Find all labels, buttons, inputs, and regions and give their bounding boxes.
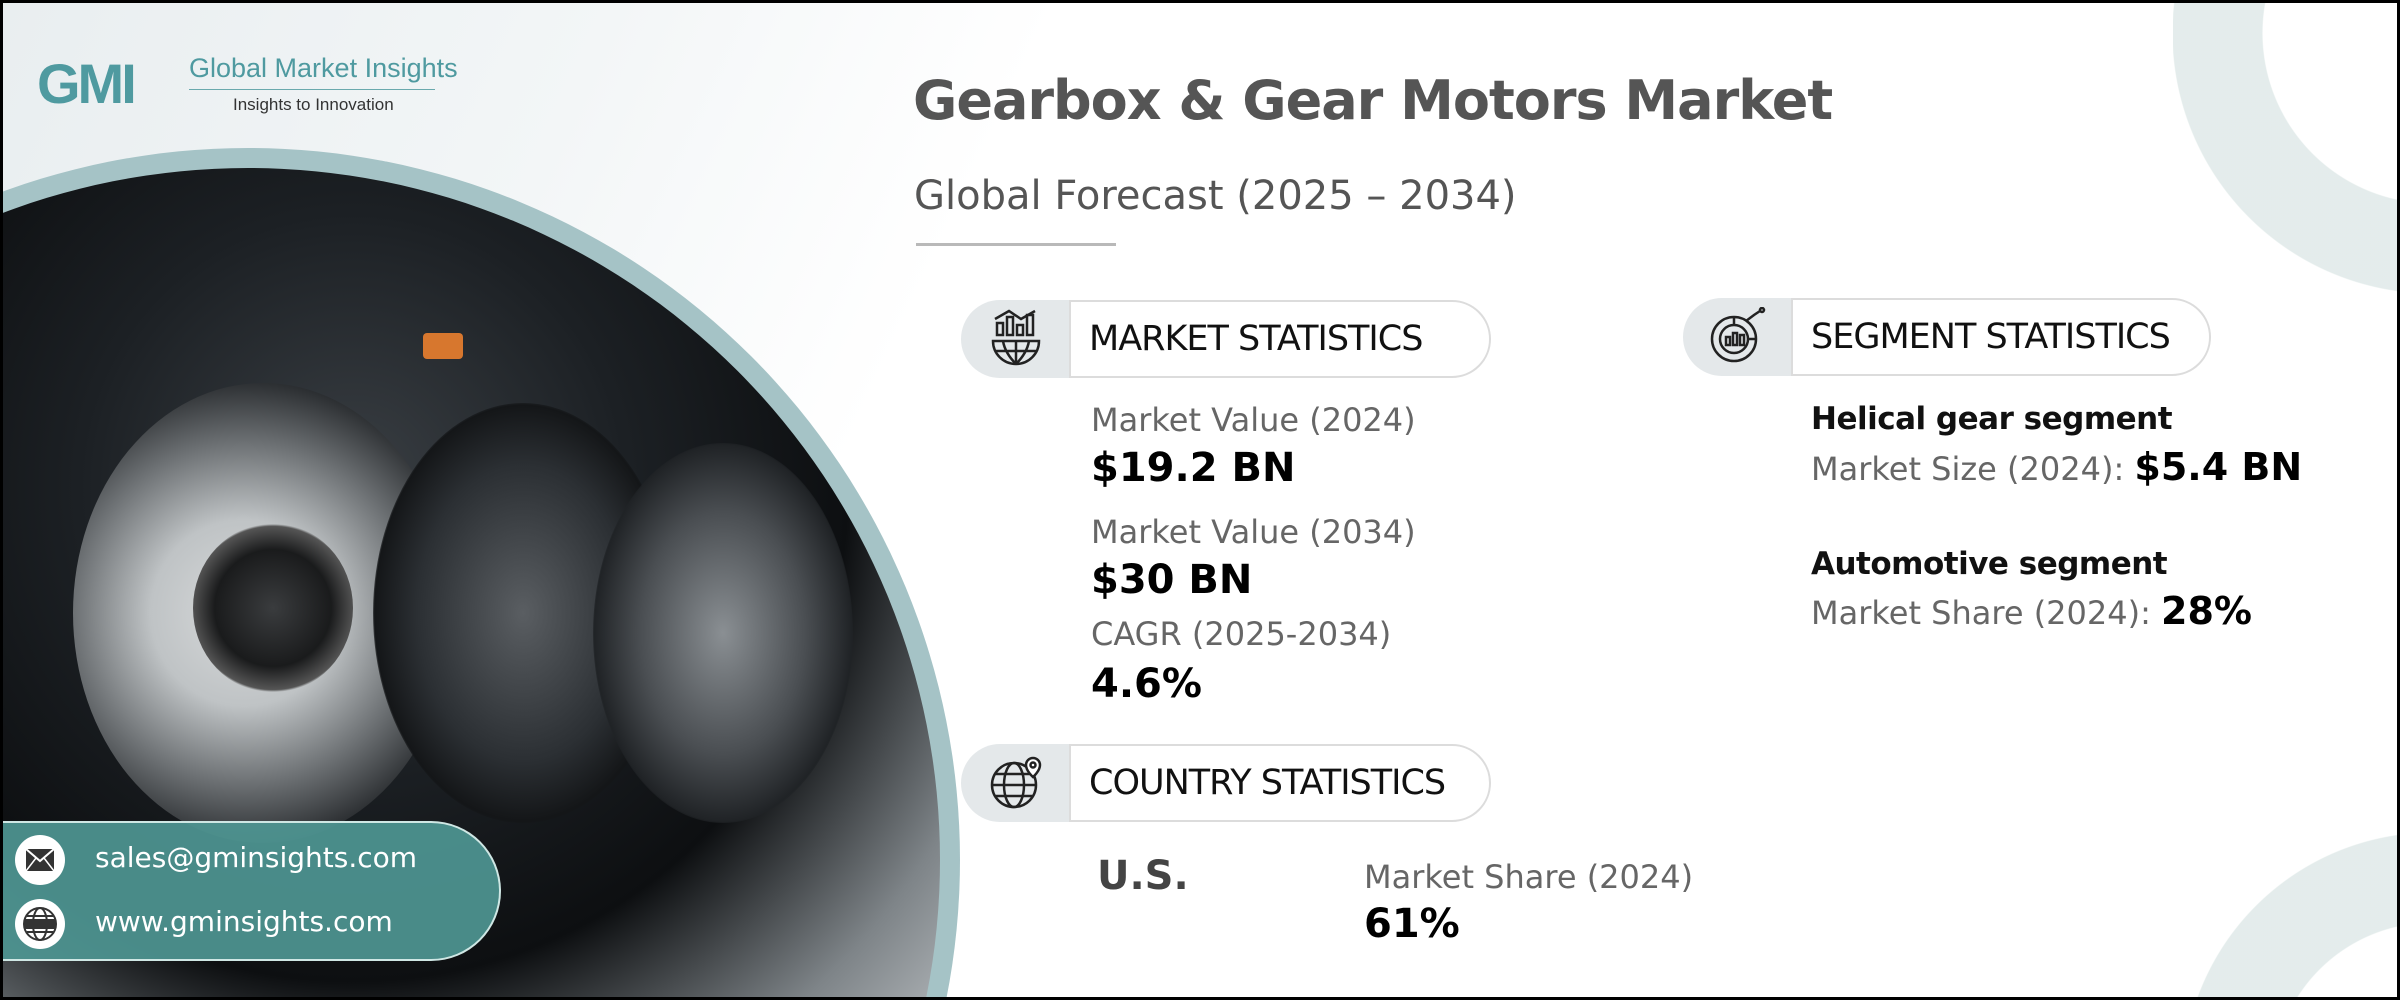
gear-hub	[193, 523, 353, 693]
contact-panel: sales@gminsights.com www.gminsights.com	[3, 821, 501, 961]
logo-tagline: Insights to Innovation	[233, 95, 394, 114]
contact-email-link[interactable]: sales@gminsights.com	[95, 841, 418, 874]
automotive-segment-stat: Market Share (2024): 28%	[1811, 589, 2252, 633]
segment-statistics-header: SEGMENT STATISTICS	[1683, 298, 2211, 376]
country-statistics-header: COUNTRY STATISTICS	[961, 744, 1491, 822]
market-value-2034-label: Market Value (2034)	[1091, 513, 1416, 551]
title-divider	[916, 243, 1116, 246]
country-name: U.S.	[1097, 853, 1189, 899]
cagr-value: 4.6%	[1091, 661, 1202, 707]
automotive-segment-title: Automotive segment	[1811, 546, 2168, 582]
helical-gear-segment-title: Helical gear segment	[1811, 401, 2173, 437]
decorative-ring-bottom	[2183, 833, 2397, 997]
page-subtitle: Global Forecast (2025 – 2034)	[914, 173, 1517, 219]
market-statistics-header: MARKET STATISTICS	[961, 300, 1491, 378]
orange-connector	[423, 333, 463, 359]
infographic: GMI Global Market Insights Insights to I…	[3, 3, 2397, 997]
pie-chart-icon	[1683, 298, 1793, 376]
market-value-2024: $19.2 BN	[1091, 445, 1296, 491]
logo-name: Global Market Insights	[189, 53, 458, 83]
gear-drum	[593, 443, 853, 823]
gmi-logo: GMI Global Market Insights Insights to I…	[37, 47, 458, 117]
country-statistics-title: COUNTRY STATISTICS	[1069, 744, 1491, 822]
automotive-market-share-label: Market Share (2024):	[1811, 594, 2151, 632]
logo-divider	[189, 89, 435, 90]
segment-statistics-title: SEGMENT STATISTICS	[1791, 298, 2211, 376]
page-title: Gearbox & Gear Motors Market	[913, 69, 1833, 132]
country-market-share-value: 61%	[1364, 901, 1460, 947]
www-globe-icon	[15, 899, 65, 949]
helical-gear-market-size-value: $5.4 BN	[2134, 445, 2303, 489]
contact-website-link[interactable]: www.gminsights.com	[95, 905, 393, 938]
globe-pin-icon	[961, 744, 1071, 822]
envelope-icon	[15, 835, 65, 885]
market-value-2024-label: Market Value (2024)	[1091, 401, 1416, 439]
chart-globe-icon	[961, 300, 1071, 378]
decorative-ring-top	[2173, 3, 2397, 293]
helical-gear-segment-stat: Market Size (2024): $5.4 BN	[1811, 445, 2302, 489]
logo-mark: GMI	[37, 52, 137, 115]
country-market-share-label: Market Share (2024)	[1364, 858, 1694, 896]
market-value-2034: $30 BN	[1091, 557, 1253, 603]
cagr-label: CAGR (2025-2034)	[1091, 615, 1392, 653]
automotive-market-share-value: 28%	[2161, 589, 2253, 633]
market-statistics-title: MARKET STATISTICS	[1069, 300, 1491, 378]
helical-gear-market-size-label: Market Size (2024):	[1811, 450, 2125, 488]
gearbox-photo	[3, 168, 940, 997]
